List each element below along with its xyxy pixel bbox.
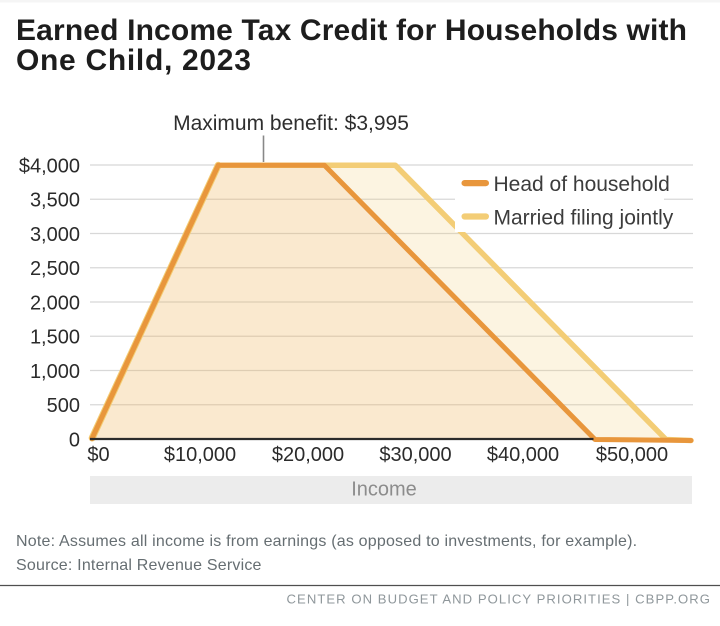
svg-text:Income: Income xyxy=(351,479,417,501)
svg-text:One Child, 2023: One Child, 2023 xyxy=(16,44,252,77)
svg-text:Note: Assumes all income is fr: Note: Assumes all income is from earning… xyxy=(16,533,637,550)
svg-text:1,500: 1,500 xyxy=(30,327,80,349)
svg-text:Source: Internal Revenue Servi: Source: Internal Revenue Service xyxy=(16,557,262,574)
svg-text:0: 0 xyxy=(69,429,80,451)
svg-text:$30,000: $30,000 xyxy=(379,444,451,466)
svg-text:Maximum benefit: $3,995: Maximum benefit: $3,995 xyxy=(173,112,409,135)
svg-text:2,500: 2,500 xyxy=(30,258,80,280)
svg-text:$40,000: $40,000 xyxy=(487,444,559,466)
svg-text:3,500: 3,500 xyxy=(30,190,80,212)
svg-text:1,000: 1,000 xyxy=(30,361,80,383)
svg-text:Head of household: Head of household xyxy=(494,173,670,196)
svg-text:500: 500 xyxy=(47,395,80,417)
svg-text:2,000: 2,000 xyxy=(30,292,80,314)
svg-text:$0: $0 xyxy=(87,444,109,466)
svg-text:CENTER ON BUDGET AND POLICY PR: CENTER ON BUDGET AND POLICY PRIORITIES |… xyxy=(287,592,711,607)
svg-text:Earned Income Tax Credit for H: Earned Income Tax Credit for Households … xyxy=(16,14,687,47)
svg-text:$20,000: $20,000 xyxy=(272,444,344,466)
svg-text:$50,000: $50,000 xyxy=(596,444,668,466)
svg-text:3,000: 3,000 xyxy=(30,224,80,246)
svg-text:Married filing jointly: Married filing jointly xyxy=(494,206,674,229)
svg-text:$10,000: $10,000 xyxy=(164,444,236,466)
svg-text:$4,000: $4,000 xyxy=(19,155,80,177)
